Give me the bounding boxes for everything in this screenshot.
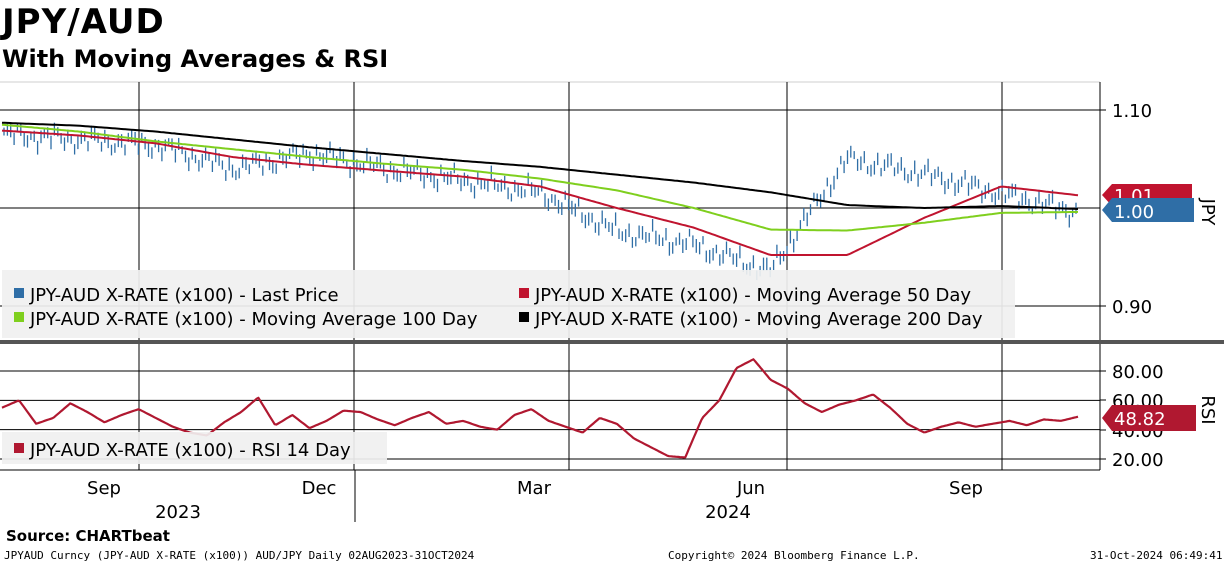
rsi-legend: JPY-AUD X-RATE (x100) - RSI 14 Day (2, 432, 387, 464)
legend-swatch-ma50 (519, 288, 529, 298)
rsi-lines (1, 358, 1079, 459)
chart-title: JPY/AUD (2, 2, 165, 42)
x-label-mar: Mar (517, 478, 552, 499)
x-label-sep-2024: Sep (949, 478, 983, 499)
legend-swatch-price (14, 288, 24, 298)
price-y-axis-label: JPY (1197, 198, 1218, 227)
footer-timestamp: 31-Oct-2024 06:49:41 (1090, 549, 1223, 562)
price-tick-label-110: 1.10 (1112, 101, 1152, 122)
legend-swatch-rsi (14, 443, 24, 453)
x-label-year-2023: 2023 (155, 502, 201, 523)
price-tick-label-090: 0.90 (1112, 297, 1152, 318)
x-label-year-2024: 2024 (705, 502, 751, 523)
legend-label-ma200: JPY-AUD X-RATE (x100) - Moving Average 2… (534, 309, 983, 330)
series-lines (1, 121, 1079, 256)
footer-security-description: JPYAUD Curncy (JPY-AUD X-RATE (x100)) AU… (4, 549, 475, 562)
rsi-tick-label-80: 80.00 (1112, 362, 1164, 383)
legend-label-rsi: JPY-AUD X-RATE (x100) - RSI 14 Day (29, 440, 351, 461)
ma50-line (1, 129, 1079, 256)
price-legend-background (2, 270, 1015, 338)
ma100-line (1, 123, 1079, 232)
rsi-last-value-tag: 48.82 (1102, 405, 1196, 431)
price-legend: JPY-AUD X-RATE (x100) - Last Price JPY-A… (2, 270, 1015, 338)
x-label-dec: Dec (302, 478, 337, 499)
legend-label-ma50: JPY-AUD X-RATE (x100) - Moving Average 5… (534, 285, 971, 306)
source-note: Source: CHARTbeat (6, 527, 170, 545)
x-axis-labels: Sep Dec Mar Jun Sep 2023 2024 (87, 478, 983, 523)
price-tag-label: 1.00 (1114, 202, 1154, 223)
x-label-sep-2023: Sep (87, 478, 121, 499)
rsi-line (1, 358, 1079, 459)
rsi-y-axis-label: RSI (1197, 395, 1218, 424)
x-label-jun: Jun (736, 478, 765, 499)
price-y-axis: 1.10 0.90 JPY (1100, 101, 1218, 318)
legend-label-price: JPY-AUD X-RATE (x100) - Last Price (29, 285, 339, 306)
footer-copyright: Copyright© 2024 Bloomberg Finance L.P. (668, 549, 920, 562)
legend-swatch-ma100 (14, 312, 24, 322)
legend-label-ma100: JPY-AUD X-RATE (x100) - Moving Average 1… (29, 309, 478, 330)
rsi-tag-label: 48.82 (1114, 409, 1166, 430)
price-bars (3, 122, 1077, 281)
rsi-legend-background (2, 432, 387, 464)
legend-swatch-ma200 (519, 312, 529, 322)
chart-subtitle: With Moving Averages & RSI (2, 45, 389, 73)
rsi-tick-label-20: 20.00 (1112, 450, 1164, 471)
ma200-line (1, 121, 1079, 210)
price-last-value-tag: 1.00 (1102, 198, 1194, 223)
